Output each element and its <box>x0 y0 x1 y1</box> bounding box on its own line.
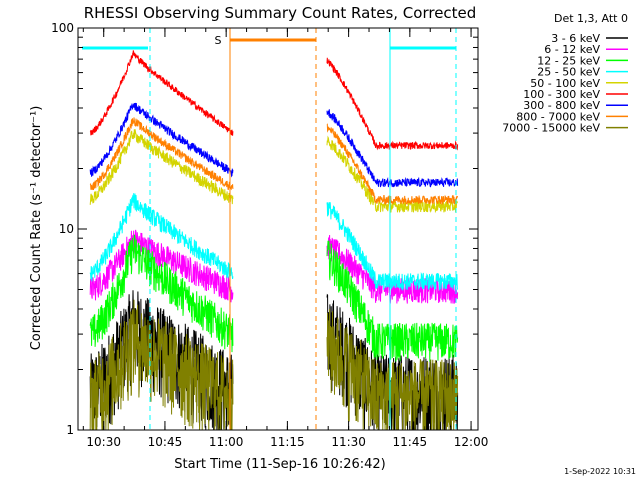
y-axis-label: Corrected Count Rate (s⁻¹ detector⁻¹) <box>29 106 44 351</box>
series-line-6-seg-2 <box>326 57 459 151</box>
series-line-3-seg-2 <box>326 240 459 362</box>
saa-flag-label: S <box>215 34 222 47</box>
series-line-5-seg-1 <box>89 129 234 205</box>
legend-entry-label: 300 - 800 keV <box>523 99 600 112</box>
x-axis-label: Start Time (11-Sep-16 10:26:42) <box>174 457 385 472</box>
series-line-8-seg-1 <box>89 117 234 191</box>
series-line-3-seg-1 <box>89 234 234 353</box>
series-line-2-seg-2 <box>326 234 459 306</box>
legend-entry-label: 7000 - 15000 keV <box>502 122 600 135</box>
timestamp: 1-Sep-2022 10:31 <box>564 467 636 476</box>
series-line-2-seg-1 <box>89 229 234 303</box>
legend-entry-label: 25 - 50 keV <box>537 66 600 79</box>
y-tick-label: 10 <box>59 222 74 236</box>
series-layer <box>89 50 459 431</box>
series-line-6-seg-1 <box>89 50 234 136</box>
series-line-9-seg-2 <box>326 308 459 431</box>
series-line-7-seg-2 <box>326 109 459 188</box>
x-tick-label: 11:45 <box>393 435 428 449</box>
x-tick-label: 11:30 <box>331 435 366 449</box>
legend-header: Det 1,3, Att 0 <box>554 12 628 25</box>
tick-label-layer: 1 10 100 10:30 10:45 11:00 11:15 11:30 11:45 12:0… <box>51 21 488 449</box>
chart-title: RHESSI Observing Summary Count Rates, Co… <box>84 4 477 22</box>
x-tick-label: 10:30 <box>86 435 121 449</box>
x-tick-label: 12:00 <box>454 435 489 449</box>
flag-layer: S <box>82 28 457 430</box>
legend-entry-label: 50 - 100 keV <box>530 77 600 90</box>
series-line-8-seg-2 <box>326 123 459 206</box>
y-tick-label: 100 <box>51 21 74 35</box>
plot-frame <box>77 27 479 431</box>
legend-entry-label: 6 - 12 keV <box>544 43 600 56</box>
legend-entry-label: 800 - 7000 keV <box>516 110 600 123</box>
x-tick-label: 11:00 <box>209 435 244 449</box>
legend-entry-label: 100 - 300 keV <box>523 88 600 101</box>
x-tick-label: 10:45 <box>148 435 183 449</box>
series-line-7-seg-1 <box>89 102 234 178</box>
x-tick-label: 11:15 <box>270 435 305 449</box>
legend-entry-label: 12 - 25 keV <box>537 54 600 67</box>
series-line-4-seg-2 <box>326 202 459 291</box>
series-line-4-seg-1 <box>89 193 234 282</box>
axis-layer <box>77 27 479 431</box>
legend-entry-label: 3 - 6 keV <box>551 32 600 45</box>
series-line-9-seg-1 <box>89 299 234 431</box>
y-tick-label: 1 <box>66 423 74 437</box>
series-line-5-seg-2 <box>326 135 459 214</box>
